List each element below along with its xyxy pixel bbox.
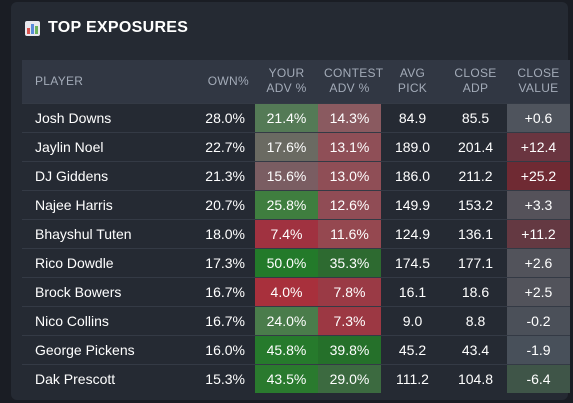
top-exposures-panel: TOP EXPOSURES PLAYER OWN% YOUR ADV % CONT… bbox=[11, 2, 570, 400]
cell-close-value: +2.6 bbox=[507, 248, 570, 277]
table-row[interactable]: Rico Dowdle 17.3% 50.0% 35.3% 174.5 177.1 +2.6 bbox=[22, 248, 570, 277]
cell-own: 21.3% bbox=[205, 167, 245, 184]
cell-avg-pick: 9.0 bbox=[402, 312, 423, 329]
cell-close-adp: 18.6 bbox=[461, 283, 490, 300]
col-header-contest-adv[interactable]: CONTEST ADV % bbox=[324, 66, 384, 96]
cell-contest-adv: 7.8% bbox=[318, 277, 381, 306]
cell-your-adv: 50.0% bbox=[255, 248, 318, 277]
cell-player: Najee Harris bbox=[35, 196, 113, 213]
cell-contest-adv: 11.6% bbox=[318, 219, 381, 248]
cell-avg-pick: 84.9 bbox=[398, 109, 427, 126]
cell-avg-pick: 149.9 bbox=[394, 196, 431, 213]
cell-close-value: -6.4 bbox=[507, 364, 570, 393]
cell-your-adv: 17.6% bbox=[255, 132, 318, 161]
cell-contest-adv: 12.6% bbox=[318, 190, 381, 219]
cell-close-value: +2.5 bbox=[507, 277, 570, 306]
table-row[interactable]: George Pickens 16.0% 45.8% 39.8% 45.2 43.4 -1.… bbox=[22, 335, 570, 364]
cell-close-value: +25.2 bbox=[507, 161, 570, 190]
table-row[interactable]: DJ Giddens 21.3% 15.6% 13.0% 186.0 211.2 +25.2 bbox=[22, 161, 570, 190]
cell-close-value: +12.4 bbox=[507, 132, 570, 161]
cell-avg-pick: 186.0 bbox=[394, 167, 431, 184]
cell-close-adp: 43.4 bbox=[461, 341, 490, 358]
col-header-own[interactable]: OWN% bbox=[207, 73, 249, 88]
cell-contest-adv: 14.3% bbox=[318, 103, 381, 132]
table-header-row: PLAYER OWN% YOUR ADV % CONTEST ADV % AVG PI… bbox=[22, 60, 570, 103]
cell-player: Josh Downs bbox=[35, 109, 112, 126]
cell-close-value: +0.6 bbox=[507, 103, 570, 132]
cell-your-adv: 45.8% bbox=[255, 335, 318, 364]
cell-avg-pick: 189.0 bbox=[394, 138, 431, 155]
cell-own: 17.3% bbox=[205, 254, 245, 271]
cell-your-adv: 24.0% bbox=[255, 306, 318, 335]
col-header-player[interactable]: PLAYER bbox=[35, 73, 84, 88]
cell-own: 15.3% bbox=[205, 370, 245, 387]
cell-player: Rico Dowdle bbox=[35, 254, 114, 271]
cell-your-adv: 21.4% bbox=[255, 103, 318, 132]
cell-avg-pick: 111.2 bbox=[396, 370, 429, 387]
cell-close-value: -0.2 bbox=[507, 306, 570, 335]
cell-your-adv: 25.8% bbox=[255, 190, 318, 219]
cell-avg-pick: 45.2 bbox=[398, 341, 427, 358]
cell-your-adv: 7.4% bbox=[255, 219, 318, 248]
cell-your-adv: 15.6% bbox=[255, 161, 318, 190]
cell-own: 20.7% bbox=[205, 196, 245, 213]
table-row[interactable]: Najee Harris 20.7% 25.8% 12.6% 149.9 153.2 +3.… bbox=[22, 190, 570, 219]
cell-player: DJ Giddens bbox=[35, 167, 109, 184]
cell-close-adp: 201.4 bbox=[457, 138, 494, 155]
table-body: Josh Downs 28.0% 21.4% 14.3% 84.9 85.5 +0.6 Jay… bbox=[22, 103, 570, 393]
table-row[interactable]: Nico Collins 16.7% 24.0% 7.3% 9.0 8.8 -0.2 bbox=[22, 306, 570, 335]
cell-close-adp: 211.2 bbox=[458, 167, 493, 184]
cell-player: Bhayshul Tuten bbox=[35, 225, 132, 242]
cell-contest-adv: 13.1% bbox=[318, 132, 381, 161]
cell-player: Jaylin Noel bbox=[35, 138, 104, 155]
bar-chart-icon bbox=[25, 20, 40, 36]
col-header-close-adp[interactable]: CLOSE ADP bbox=[454, 66, 497, 96]
cell-close-adp: 177.1 bbox=[457, 254, 494, 271]
cell-close-adp: 8.8 bbox=[465, 312, 486, 329]
cell-close-value: +3.3 bbox=[507, 190, 570, 219]
cell-close-value: -1.9 bbox=[507, 335, 570, 364]
panel-header: TOP EXPOSURES bbox=[25, 18, 188, 38]
cell-own: 18.0% bbox=[205, 225, 245, 242]
cell-contest-adv: 29.0% bbox=[318, 364, 381, 393]
table-row[interactable]: Jaylin Noel 22.7% 17.6% 13.1% 189.0 201.4 +12.… bbox=[22, 132, 570, 161]
cell-close-adp: 136.1 bbox=[457, 225, 494, 242]
col-header-avg-pick[interactable]: AVG PICK bbox=[397, 66, 428, 96]
cell-your-adv: 43.5% bbox=[255, 364, 318, 393]
cell-player: George Pickens bbox=[35, 341, 135, 358]
cell-contest-adv: 13.0% bbox=[318, 161, 381, 190]
cell-player: Nico Collins bbox=[35, 312, 109, 329]
table-row[interactable]: Dak Prescott 15.3% 43.5% 29.0% 111.2 104.8 -6.… bbox=[22, 364, 570, 393]
cell-own: 28.0% bbox=[205, 109, 245, 126]
cell-own: 16.7% bbox=[205, 312, 245, 329]
table-row[interactable]: Brock Bowers 16.7% 4.0% 7.8% 16.1 18.6 +2.5 bbox=[22, 277, 570, 306]
cell-own: 16.0% bbox=[205, 341, 245, 358]
panel-title: TOP EXPOSURES bbox=[48, 19, 189, 36]
cell-contest-adv: 39.8% bbox=[318, 335, 381, 364]
cell-own: 22.7% bbox=[205, 138, 245, 155]
cell-avg-pick: 16.1 bbox=[398, 283, 427, 300]
cell-own: 16.7% bbox=[205, 283, 245, 300]
cell-close-adp: 104.8 bbox=[457, 370, 494, 387]
cell-close-value: +11.2 bbox=[507, 219, 570, 248]
cell-avg-pick: 124.9 bbox=[394, 225, 431, 242]
col-header-your-adv[interactable]: YOUR ADV % bbox=[266, 66, 307, 96]
cell-avg-pick: 174.5 bbox=[394, 254, 431, 271]
exposures-table: PLAYER OWN% YOUR ADV % CONTEST ADV % AVG PI… bbox=[22, 60, 570, 393]
cell-your-adv: 4.0% bbox=[255, 277, 318, 306]
cell-player: Brock Bowers bbox=[35, 283, 122, 300]
cell-close-adp: 85.5 bbox=[461, 109, 490, 126]
table-row[interactable]: Josh Downs 28.0% 21.4% 14.3% 84.9 85.5 +0.6 bbox=[22, 103, 570, 132]
cell-contest-adv: 7.3% bbox=[318, 306, 381, 335]
col-header-close-value[interactable]: CLOSE VALUE bbox=[517, 66, 560, 96]
cell-player: Dak Prescott bbox=[35, 370, 116, 387]
cell-contest-adv: 35.3% bbox=[318, 248, 381, 277]
table-row[interactable]: Bhayshul Tuten 18.0% 7.4% 11.6% 124.9 136.1 +1… bbox=[22, 219, 570, 248]
cell-close-adp: 153.2 bbox=[457, 196, 494, 213]
